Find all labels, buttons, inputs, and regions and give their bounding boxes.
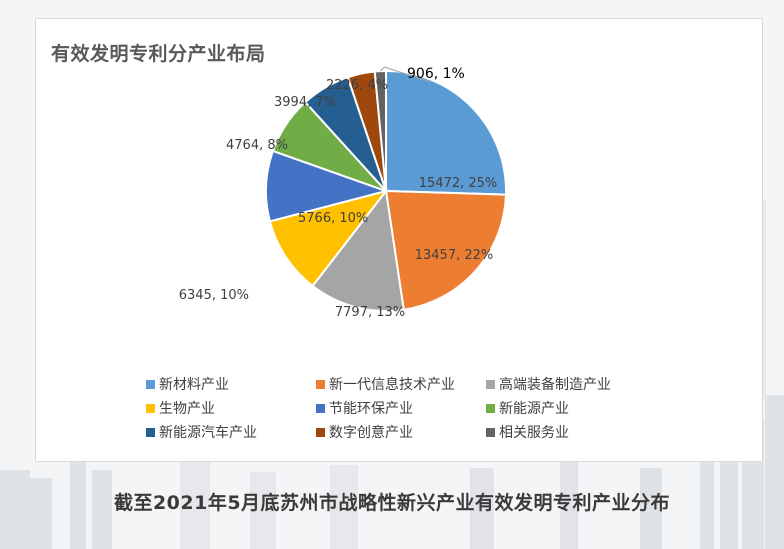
- chart-title: 有效发明专利分产业布局: [51, 43, 266, 65]
- legend-swatch: [486, 379, 495, 389]
- data-label: 3994, 7%: [274, 95, 336, 110]
- legend-label: 新能源汽车产业: [159, 425, 257, 441]
- legend-label: 相关服务业: [499, 425, 569, 441]
- data-label: 906, 1%: [407, 66, 465, 82]
- chart-legend: 新材料产业 新一代信息技术产业 高端装备制造产业生物产业 节能环保产业 新能源产业新能源…: [146, 375, 666, 441]
- legend-swatch: [486, 403, 495, 413]
- legend-item: 新一代信息技术产业: [316, 375, 486, 393]
- legend-swatch: [146, 403, 155, 413]
- legend-item: 高端装备制造产业: [486, 375, 656, 393]
- data-label: 5766, 10%: [298, 211, 368, 226]
- legend-label: 新材料产业: [159, 377, 229, 393]
- legend-item: 相关服务业: [486, 423, 656, 441]
- data-label: 4764, 8%: [226, 138, 288, 153]
- legend-swatch: [316, 427, 325, 437]
- legend-label: 数字创意产业: [329, 425, 413, 441]
- data-label: 13457, 22%: [415, 248, 494, 263]
- data-label: 6345, 10%: [179, 288, 249, 303]
- legend-label: 高端装备制造产业: [499, 377, 611, 393]
- pie-chart: 15472, 25% 13457, 22% 7797, 13% 6345, 10% 57…: [179, 66, 507, 320]
- pie-slice: [385, 69, 507, 196]
- legend-swatch: [316, 403, 325, 413]
- pie-slice: [311, 188, 405, 312]
- legend-label: 新能源产业: [499, 401, 569, 417]
- data-label: 15472, 25%: [419, 176, 498, 191]
- pie-slice: [384, 189, 507, 311]
- legend-item: 新能源产业: [486, 399, 656, 417]
- legend-swatch: [486, 427, 495, 437]
- legend-label: 生物产业: [159, 401, 215, 417]
- legend-item: 新材料产业: [146, 375, 316, 393]
- legend-label: 新一代信息技术产业: [329, 377, 455, 393]
- legend-swatch: [146, 427, 155, 437]
- legend-item: 节能环保产业: [316, 399, 486, 417]
- data-label: 2226, 4%: [326, 78, 388, 93]
- pie-slice: [373, 69, 387, 192]
- chart-card: 有效发明专利分产业布局 15472, 25% 13457, 22% 7797, 13…: [35, 18, 763, 462]
- legend-swatch: [146, 379, 155, 389]
- legend-item: 生物产业: [146, 399, 316, 417]
- figure-caption: 截至2021年5月底苏州市战略性新兴产业有效发明专利产业分布: [113, 492, 671, 514]
- leader-line: [380, 66, 432, 83]
- data-label: 7797, 13%: [335, 305, 405, 320]
- legend-item: 数字创意产业: [316, 423, 486, 441]
- legend-swatch: [316, 379, 325, 389]
- legend-label: 节能环保产业: [329, 401, 413, 417]
- legend-item: 新能源汽车产业: [146, 423, 316, 441]
